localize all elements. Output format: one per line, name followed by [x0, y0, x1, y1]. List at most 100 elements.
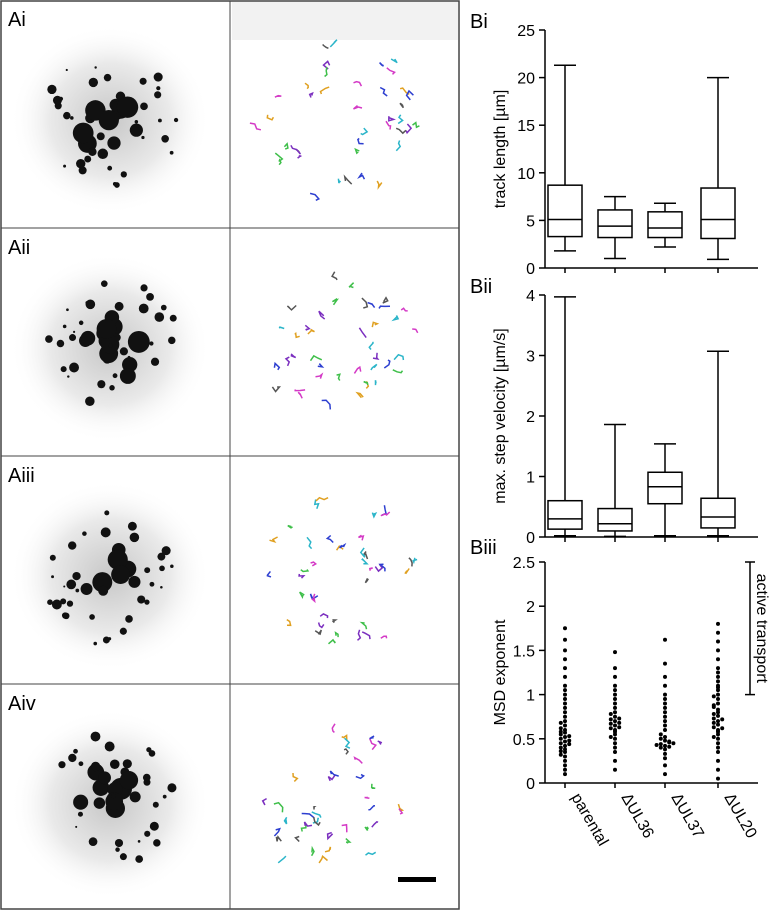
blob — [78, 761, 84, 767]
blob — [80, 330, 96, 346]
scale-bar — [398, 877, 436, 882]
dot — [663, 723, 667, 728]
track — [370, 363, 378, 371]
blob — [108, 343, 113, 348]
track — [385, 120, 392, 130]
dot — [617, 720, 622, 725]
blob — [157, 552, 166, 561]
track — [309, 354, 323, 362]
y-tick-label: 3 — [526, 349, 535, 366]
track — [300, 824, 307, 832]
track — [364, 796, 370, 800]
track — [343, 737, 351, 749]
track — [365, 851, 377, 856]
track — [343, 174, 353, 185]
dot — [563, 710, 567, 715]
dot — [608, 721, 613, 726]
blob — [149, 821, 159, 831]
blob — [162, 794, 167, 799]
dot — [716, 692, 720, 697]
dot — [711, 694, 716, 699]
track — [310, 845, 315, 857]
blob — [70, 116, 74, 120]
blob — [148, 750, 156, 757]
dot — [711, 735, 716, 740]
dot — [613, 714, 617, 719]
blob — [153, 72, 163, 82]
blob — [134, 119, 139, 124]
dot — [613, 650, 617, 655]
blob — [122, 759, 132, 769]
dot — [563, 743, 567, 748]
track — [368, 341, 374, 350]
track — [329, 39, 338, 48]
blob — [116, 96, 139, 118]
dot — [563, 657, 567, 662]
blob — [98, 771, 111, 785]
blob — [109, 759, 120, 770]
blob — [152, 801, 159, 808]
track — [273, 361, 281, 371]
blob — [129, 532, 140, 543]
track — [321, 399, 332, 410]
track — [360, 127, 369, 136]
blob — [88, 77, 99, 88]
dot — [663, 637, 667, 642]
blob — [93, 641, 98, 646]
blob — [97, 380, 106, 389]
dot — [608, 735, 613, 740]
panel-label: Bii — [470, 276, 492, 298]
panel-label: Aii — [8, 237, 30, 259]
track — [314, 629, 323, 636]
track — [361, 558, 369, 565]
y-tick-label: 5 — [526, 213, 535, 230]
y-tick-label: 20 — [517, 71, 535, 88]
blob — [119, 347, 128, 356]
blob — [104, 510, 110, 516]
blob — [161, 546, 171, 556]
blob — [119, 367, 136, 384]
track — [343, 748, 349, 755]
blob — [63, 585, 66, 588]
blob — [127, 330, 150, 353]
track — [309, 593, 319, 600]
dot — [563, 723, 567, 728]
dot — [558, 726, 563, 731]
track — [369, 738, 378, 751]
dot — [663, 719, 667, 724]
blob — [138, 303, 149, 314]
blob — [168, 336, 176, 345]
track — [327, 774, 336, 782]
track — [363, 380, 369, 386]
blob — [159, 565, 165, 572]
blob — [125, 615, 133, 623]
dot — [613, 688, 617, 693]
blob — [66, 308, 69, 312]
blob — [153, 839, 161, 847]
blob — [65, 68, 68, 72]
blob — [112, 181, 117, 186]
dot — [617, 725, 622, 730]
x-tick-label: ΔUL37 — [668, 791, 707, 842]
blob — [56, 339, 65, 348]
blob — [156, 86, 161, 91]
dot — [613, 705, 617, 710]
blob — [170, 564, 174, 568]
dot — [613, 736, 617, 741]
track — [405, 89, 414, 101]
blob — [68, 753, 77, 763]
track — [408, 557, 413, 567]
track — [357, 172, 366, 180]
dot — [563, 692, 567, 697]
blob — [69, 334, 77, 342]
dot — [716, 670, 720, 675]
track — [317, 622, 325, 629]
track — [392, 369, 404, 374]
blob — [98, 109, 119, 131]
y-tick-label: 10 — [517, 166, 535, 183]
dot — [663, 763, 667, 768]
blob — [169, 150, 174, 155]
image-strip — [232, 2, 458, 40]
blob — [105, 792, 124, 811]
track — [273, 827, 282, 837]
